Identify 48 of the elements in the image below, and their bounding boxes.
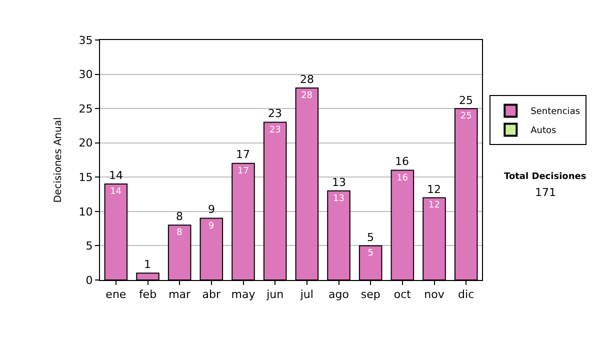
x-tick-label: dic [458, 288, 474, 302]
data-label: 12 [428, 200, 440, 211]
text: 171 [535, 186, 556, 199]
data-label: 16 [396, 173, 408, 184]
x-tick-label: oct [394, 288, 412, 302]
y-axis-title: Decisiones Anual [52, 117, 64, 203]
total-label: 17 [236, 148, 250, 161]
x-tick-label: abr [202, 288, 222, 302]
x-tick-label: sep [360, 288, 380, 302]
x-tick-label: jun [266, 288, 284, 302]
text: Total Decisiones [504, 172, 586, 182]
total-label: 1 [144, 258, 151, 271]
data-label: 8 [176, 228, 183, 238]
x-tick-label: may [231, 288, 256, 302]
x-tick-label: mar [168, 288, 192, 302]
total-label: 16 [395, 155, 409, 168]
y-tick-label: 35 [78, 34, 93, 47]
y-tick-label: 10 [78, 205, 93, 218]
total-label: 5 [367, 231, 374, 244]
data-label: 13 [333, 194, 344, 204]
y-tick-label: 20 [78, 136, 93, 150]
data-label: 25 [460, 112, 472, 122]
data-label: 23 [269, 125, 281, 136]
data-label: 5 [368, 248, 374, 259]
data-label: 14 [110, 187, 122, 197]
x-tick-label: ene [106, 288, 126, 302]
data-label: 17 [238, 166, 249, 176]
y-tick-label: 0 [86, 274, 93, 287]
x-tick-label: feb [138, 288, 157, 302]
y-tick-label: 25 [78, 102, 93, 116]
y-tick-label: 30 [78, 68, 93, 82]
total-label: 12 [427, 183, 441, 196]
data-label: 9 [208, 221, 214, 232]
x-tick-label: nov [424, 288, 445, 302]
total-label: 25 [459, 94, 473, 107]
y-tick-label: 15 [78, 170, 93, 184]
total-label: 13 [332, 176, 346, 189]
total-label: 8 [176, 210, 183, 223]
total-label: 28 [300, 73, 314, 86]
x-tick-label: jul [299, 288, 314, 302]
data-label: 28 [301, 91, 313, 101]
legend-label: Autos [530, 126, 557, 136]
legend-label: Sentencias [530, 107, 580, 118]
x-tick-label: ago [328, 288, 350, 302]
total-label: 14 [109, 169, 123, 182]
y-tick-label: 5 [86, 240, 93, 253]
total-label: 9 [208, 203, 215, 216]
total-label: 23 [268, 107, 282, 120]
